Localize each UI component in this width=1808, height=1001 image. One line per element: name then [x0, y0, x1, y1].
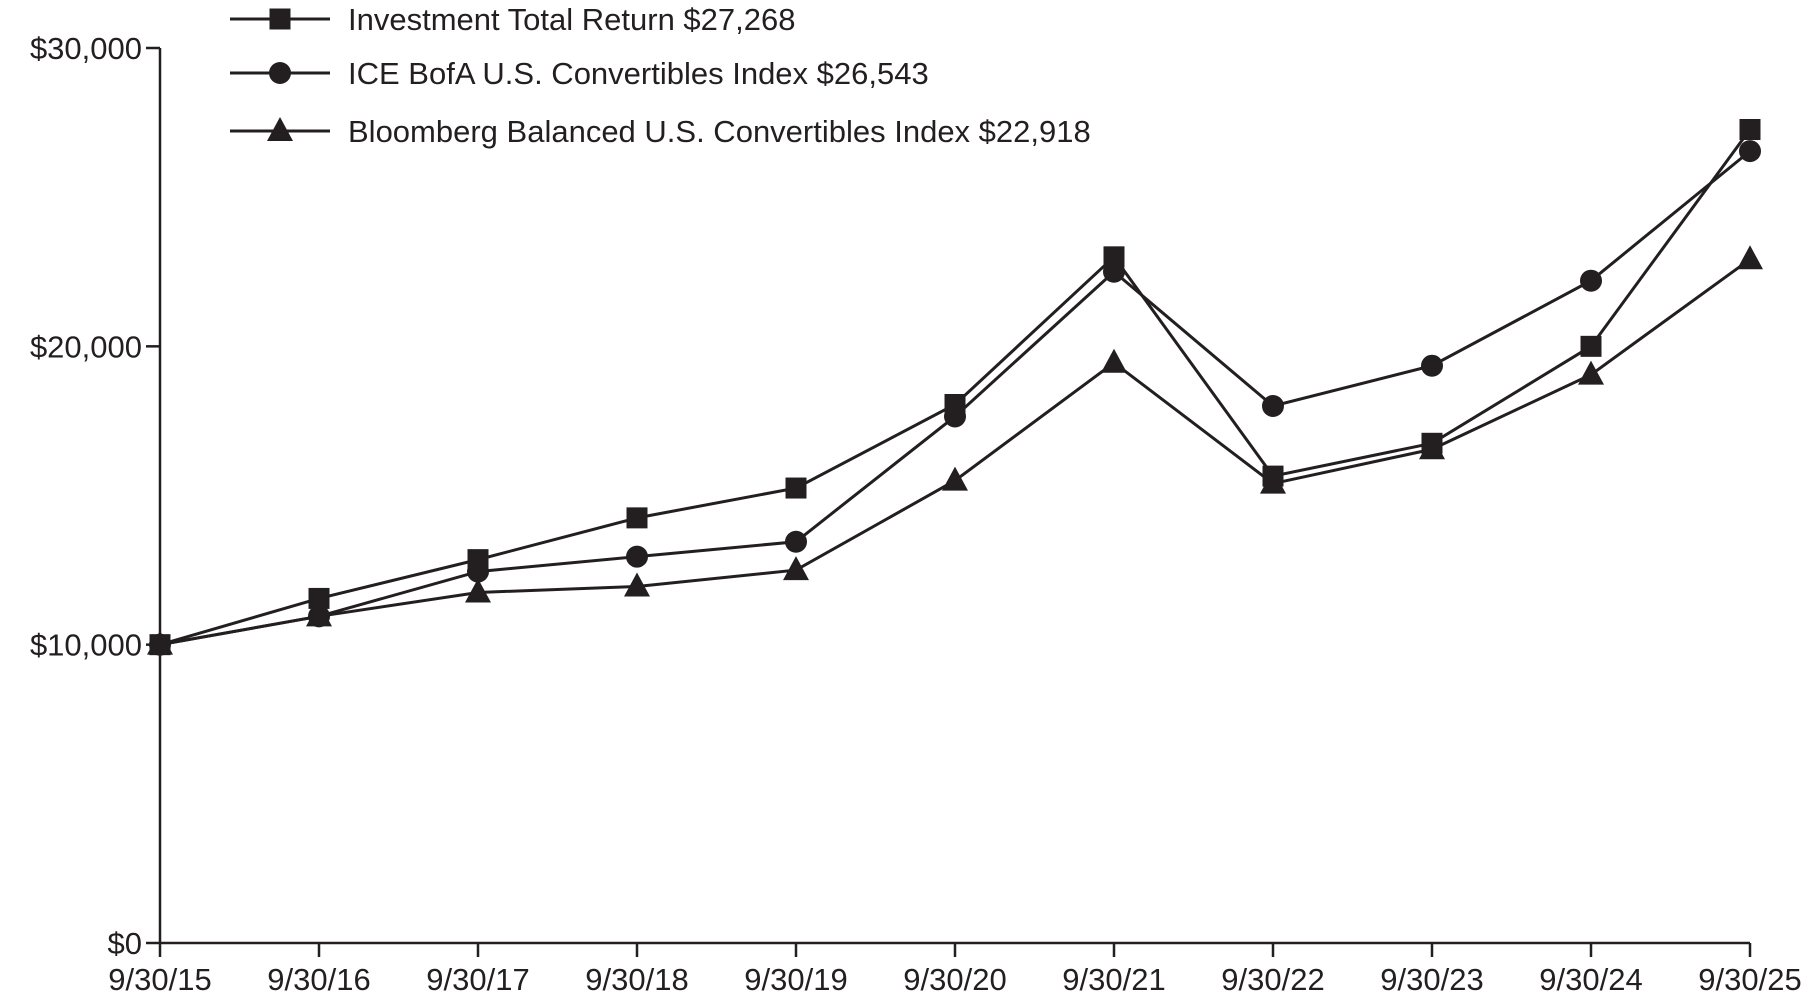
chart-axes [158, 48, 1750, 945]
bloomberg-balanced-convertibles-point [783, 556, 809, 581]
ice-bofa-convertibles-point [1739, 140, 1761, 163]
ice-bofa-convertibles-point [626, 545, 648, 568]
bloomberg-balanced-convertibles-point [1578, 360, 1604, 385]
ice-bofa-convertibles-point [944, 405, 966, 428]
legend-label: ICE BofA U.S. Convertibles Index $26,543 [348, 56, 929, 91]
x-axis-ticks: 9/30/15 9/30/16 9/30/17 9/30/18 9/30/19 9/30/… [108, 943, 1802, 997]
investment-total-return-point [1739, 119, 1761, 141]
ice-bofa-convertibles-point [1103, 260, 1125, 283]
investment-total-return-point [1103, 246, 1125, 268]
y-tick-label: $20,000 [30, 329, 142, 364]
x-tick-label: 9/30/16 [267, 962, 370, 997]
x-tick-label: 9/30/21 [1062, 962, 1165, 997]
x-tick-label: 9/30/15 [108, 962, 211, 997]
legend-item-investment-total-return: Investment Total Return $27,268 [230, 2, 796, 37]
investment-total-return-point [1580, 335, 1602, 357]
legend-item-ice-bofa-convertibles: ICE BofA U.S. Convertibles Index $26,543 [230, 56, 929, 91]
y-tick-label: $0 [108, 926, 142, 961]
legend-label: Investment Total Return $27,268 [348, 2, 796, 37]
ice-bofa-convertibles-point [785, 530, 807, 553]
investment-total-return-point [626, 507, 648, 529]
x-tick-label: 9/30/19 [744, 962, 847, 997]
x-tick-label: 9/30/25 [1698, 962, 1801, 997]
series-layer [147, 119, 1763, 656]
x-tick-label: 9/30/22 [1221, 962, 1324, 997]
bloomberg-balanced-convertibles-series [147, 245, 1763, 655]
legend-swatch-marker [267, 117, 293, 141]
bloomberg-balanced-convertibles-point [306, 602, 332, 627]
bloomberg-balanced-convertibles-line [159, 258, 1751, 647]
x-tick-label: 9/30/17 [426, 962, 529, 997]
x-tick-label: 9/30/24 [1539, 962, 1642, 997]
investment-total-return-point [308, 587, 330, 609]
y-tick-label: $30,000 [30, 31, 142, 66]
legend-item-bloomberg-balanced-convertibles: Bloomberg Balanced U.S. Convertibles Ind… [230, 114, 1091, 149]
legend: Investment Total Return $27,268 ICE BofA … [230, 2, 1091, 149]
bloomberg-balanced-convertibles-point [1737, 245, 1763, 270]
x-tick-label: 9/30/18 [585, 962, 688, 997]
bloomberg-balanced-convertibles-point [1419, 435, 1445, 460]
investment-total-return-series [149, 119, 1761, 656]
y-axis-ticks: $0 $10,000 $20,000 $30,000 [30, 31, 160, 961]
legend-swatch-marker [269, 62, 291, 84]
ice-bofa-convertibles-point [1262, 395, 1284, 417]
bloomberg-balanced-convertibles-point [624, 572, 650, 597]
ice-bofa-convertibles-point [1421, 354, 1443, 377]
legend-label: Bloomberg Balanced U.S. Convertibles Ind… [348, 114, 1091, 149]
x-tick-label: 9/30/20 [903, 962, 1006, 997]
bloomberg-balanced-convertibles-point [1101, 348, 1127, 373]
bloomberg-balanced-convertibles-point [942, 466, 968, 491]
bloomberg-balanced-convertibles-point [1260, 469, 1286, 494]
y-tick-label: $10,000 [30, 628, 142, 663]
ice-bofa-convertibles-series [149, 140, 1761, 656]
investment-total-return-line [159, 128, 1752, 647]
bloomberg-balanced-convertibles-point [147, 630, 173, 655]
investment-total-return-point [785, 477, 807, 499]
legend-swatch-marker [269, 8, 291, 30]
ice-bofa-convertibles-point [1580, 269, 1602, 292]
bloomberg-balanced-convertibles-point [465, 578, 491, 603]
x-tick-label: 9/30/23 [1380, 962, 1483, 997]
ice-bofa-convertibles-point [467, 560, 489, 583]
